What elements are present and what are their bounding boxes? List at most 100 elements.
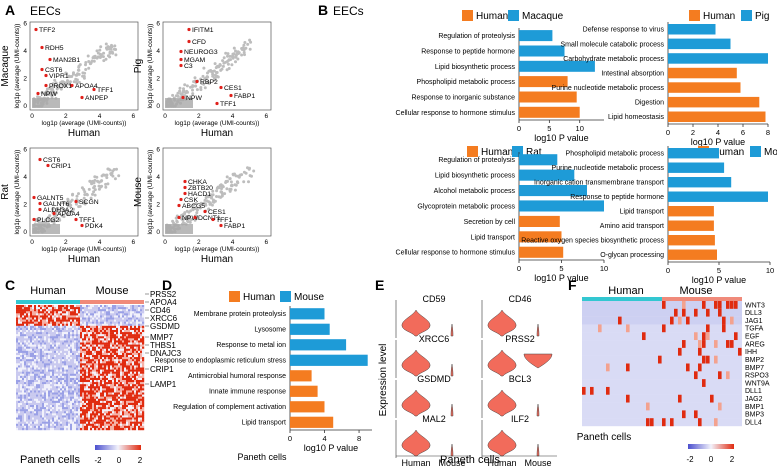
heatmap-cell (116, 372, 118, 374)
heatmap-cell (134, 322, 136, 324)
heatmap-cell (102, 401, 104, 403)
heatmap-cell (132, 424, 134, 426)
heatmap-cell (16, 397, 18, 399)
heatmap-cell (140, 422, 142, 424)
heatmap-cell (44, 359, 46, 361)
heatmap-cell (138, 378, 140, 380)
heatmap-cell (100, 378, 102, 380)
heatmap-cell (34, 334, 36, 336)
heatmap-cell (56, 378, 58, 380)
heatmap-cell (112, 424, 114, 426)
heatmap-cell (78, 368, 80, 370)
heatmap-cell (110, 355, 112, 357)
heatmap-cell (110, 397, 112, 399)
heatmap-cell (66, 413, 68, 415)
heatmap-cell (26, 380, 28, 382)
x-tick-label: 0 (30, 113, 34, 120)
heatmap-cell (44, 320, 46, 322)
heatmap-cell (130, 395, 132, 397)
heatmap-cell (106, 411, 108, 413)
heatmap-cell (58, 361, 60, 363)
heatmap-cell (30, 397, 32, 399)
heatmap-cell (78, 380, 80, 382)
heatmap-cell (58, 318, 60, 320)
heatmap-cell (58, 305, 60, 307)
heatmap-cell (58, 386, 60, 388)
heatmap-cell (124, 418, 126, 420)
heatmap-cell (30, 332, 32, 334)
heatmap-cell (102, 399, 104, 401)
heatmap-cell (56, 415, 58, 417)
heatmap-cell (114, 315, 116, 317)
heatmap-cell (114, 415, 116, 417)
heatmap-cell (128, 413, 130, 415)
heatmap-cell (24, 413, 26, 415)
heatmap-cell (142, 403, 144, 405)
heatmap-cell (138, 388, 140, 390)
heatmap-cell (22, 353, 24, 355)
heatmap-cell (130, 386, 132, 388)
heatmap-cell (116, 424, 118, 426)
heatmap-cell (122, 355, 124, 357)
heatmap-cell (36, 374, 38, 376)
heatmap-cell (18, 382, 20, 384)
heatmap-cell (36, 309, 38, 311)
heatmap-cell (58, 397, 60, 399)
bar (519, 107, 580, 118)
heatmap-cell (108, 411, 110, 413)
heatmap-cell (18, 324, 20, 326)
heatmap-cell (142, 307, 144, 309)
heatmap-cell (44, 330, 46, 332)
heatmap-cell (132, 334, 134, 336)
heatmap-cell (22, 426, 24, 428)
legend-tick-label: -2 (94, 456, 102, 465)
heatmap-cell (32, 395, 34, 397)
heatmap-cell (70, 401, 72, 403)
scatter-highlight-point (44, 84, 47, 87)
heatmap-cell (46, 336, 48, 338)
heatmap-cell (20, 320, 22, 322)
heatmap-cell (108, 345, 110, 347)
heatmap-cell (26, 424, 28, 426)
heatmap-cell (50, 363, 52, 365)
heatmap-cell (66, 332, 68, 334)
heatmap-cell (140, 315, 142, 317)
heatmap-cell (118, 388, 120, 390)
scatter-point (242, 180, 245, 183)
heatmap-cell (78, 382, 80, 384)
scatter-point (229, 58, 232, 61)
heatmap-cell (98, 413, 100, 415)
heatmap-cell (98, 374, 100, 376)
heatmap-cell (56, 311, 58, 313)
heatmap-cell (50, 313, 52, 315)
heatmap-cell (56, 361, 58, 363)
heatmap-cell (62, 318, 64, 320)
heatmap-cell (698, 340, 702, 348)
heatmap-cell (52, 409, 54, 411)
scatter-point (100, 185, 103, 188)
heatmap-cell (44, 384, 46, 386)
heatmap-cell (130, 403, 132, 405)
heatmap-cell (34, 351, 36, 353)
heatmap-cell (36, 415, 38, 417)
heatmap-cell (114, 332, 116, 334)
y-axis-inner-label: log1p (average (UMI-counts)) (14, 150, 21, 235)
heatmap-cell (130, 415, 132, 417)
heatmap-cell (70, 397, 72, 399)
heatmap-cell (74, 401, 76, 403)
heatmap-cell (98, 349, 100, 351)
heatmap-cell (100, 338, 102, 340)
heatmap-cell (64, 328, 66, 330)
heatmap-cell (70, 405, 72, 407)
heatmap-cell (92, 315, 94, 317)
heatmap-cell (52, 336, 54, 338)
scatter-point (84, 68, 87, 71)
heatmap-cell (114, 353, 116, 355)
heatmap-cell (66, 399, 68, 401)
heatmap-cell (84, 320, 86, 322)
heatmap-cell (24, 365, 26, 367)
heatmap-cell (78, 422, 80, 424)
heatmap-cell (34, 368, 36, 370)
heatmap-cell (118, 405, 120, 407)
heatmap-cell (68, 349, 70, 351)
